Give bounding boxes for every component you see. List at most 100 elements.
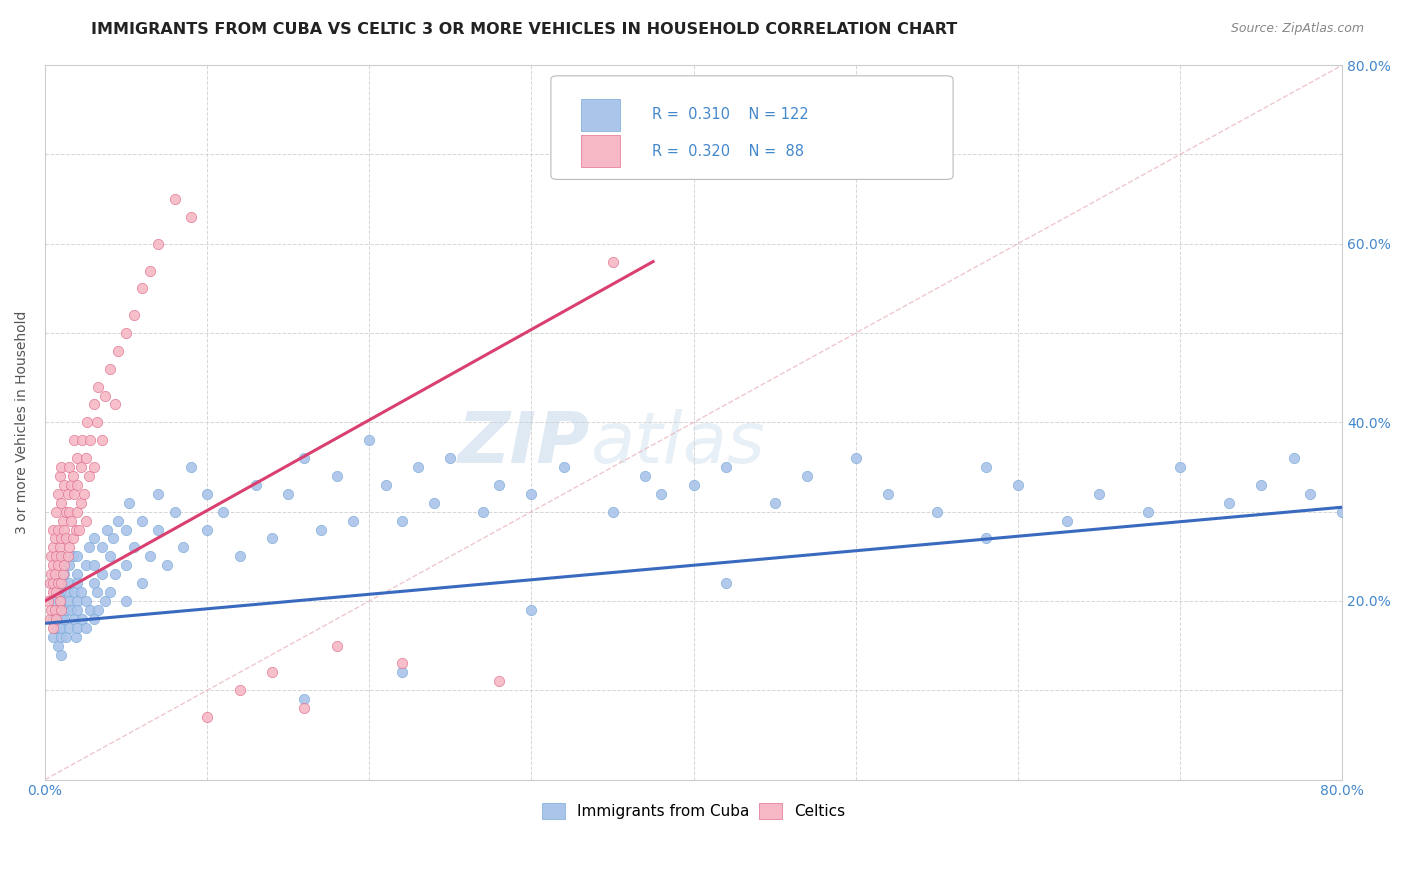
Point [56, 487, 79, 501]
Point [131, 514, 153, 528]
Point [51, 549, 73, 564]
Point [75, 558, 97, 573]
Point [46, 639, 69, 653]
Point [65, 630, 87, 644]
Point [212, 505, 235, 519]
Point [75, 621, 97, 635]
Point [53, 567, 76, 582]
Point [56, 585, 79, 599]
Point [79, 603, 101, 617]
Point [104, 567, 127, 582]
Point [51, 594, 73, 608]
Point [439, 451, 461, 466]
Point [714, 576, 737, 591]
Point [75, 594, 97, 608]
Point [520, 487, 543, 501]
Point [51, 576, 73, 591]
Point [51, 621, 73, 635]
Point [148, 523, 170, 537]
Point [41, 603, 63, 617]
Point [51, 549, 73, 564]
Point [94, 594, 117, 608]
Point [180, 210, 202, 224]
Point [63, 434, 86, 448]
Point [51, 576, 73, 591]
Point [163, 192, 186, 206]
Point [73, 487, 96, 501]
Point [72, 612, 94, 626]
Point [1331, 505, 1354, 519]
Point [104, 397, 127, 411]
Point [42, 558, 65, 573]
Point [46, 603, 69, 617]
Point [423, 496, 446, 510]
Text: Source: ZipAtlas.com: Source: ZipAtlas.com [1230, 22, 1364, 36]
Point [66, 621, 89, 635]
Point [974, 460, 997, 475]
Point [1136, 505, 1159, 519]
Point [94, 388, 117, 402]
Text: IMMIGRANTS FROM CUBA VS CELTIC 3 OR MORE VEHICLES IN HOUSEHOLD CORRELATION CHART: IMMIGRANTS FROM CUBA VS CELTIC 3 OR MORE… [91, 22, 957, 37]
Point [602, 505, 624, 519]
Point [66, 567, 89, 582]
Point [602, 254, 624, 268]
Point [96, 523, 118, 537]
Point [56, 549, 79, 564]
Point [42, 541, 65, 555]
Point [55, 532, 77, 546]
Point [682, 478, 704, 492]
Point [51, 603, 73, 617]
Point [139, 263, 162, 277]
Point [44, 532, 66, 546]
Point [260, 665, 283, 680]
FancyBboxPatch shape [581, 135, 620, 168]
Point [488, 478, 510, 492]
Point [55, 603, 77, 617]
Text: ZIP: ZIP [457, 409, 591, 478]
Point [714, 460, 737, 475]
Point [83, 397, 105, 411]
Point [48, 469, 70, 483]
Point [69, 585, 91, 599]
Point [260, 532, 283, 546]
Point [66, 576, 89, 591]
Point [48, 621, 70, 635]
Point [294, 692, 316, 706]
Point [877, 487, 900, 501]
Point [76, 415, 98, 429]
Point [98, 361, 121, 376]
Point [1088, 487, 1111, 501]
Point [845, 451, 868, 466]
FancyBboxPatch shape [551, 76, 953, 179]
Point [66, 549, 89, 564]
Point [1007, 478, 1029, 492]
Point [471, 505, 494, 519]
Point [245, 478, 267, 492]
Point [38, 576, 60, 591]
Text: R =  0.310    N = 122: R = 0.310 N = 122 [652, 107, 808, 122]
Point [51, 612, 73, 626]
Point [46, 576, 69, 591]
Point [51, 603, 73, 617]
Point [107, 343, 129, 358]
Point [98, 585, 121, 599]
Point [51, 585, 73, 599]
Point [155, 558, 177, 573]
Point [46, 523, 69, 537]
Point [53, 558, 76, 573]
Point [180, 460, 202, 475]
Point [359, 434, 381, 448]
Point [294, 451, 316, 466]
Point [59, 603, 82, 617]
Point [86, 415, 108, 429]
Point [195, 487, 218, 501]
Point [51, 460, 73, 475]
Point [53, 612, 76, 626]
Point [87, 603, 110, 617]
Point [90, 434, 112, 448]
Point [51, 648, 73, 662]
Point [59, 514, 82, 528]
Point [51, 532, 73, 546]
Point [228, 549, 250, 564]
Point [131, 281, 153, 295]
